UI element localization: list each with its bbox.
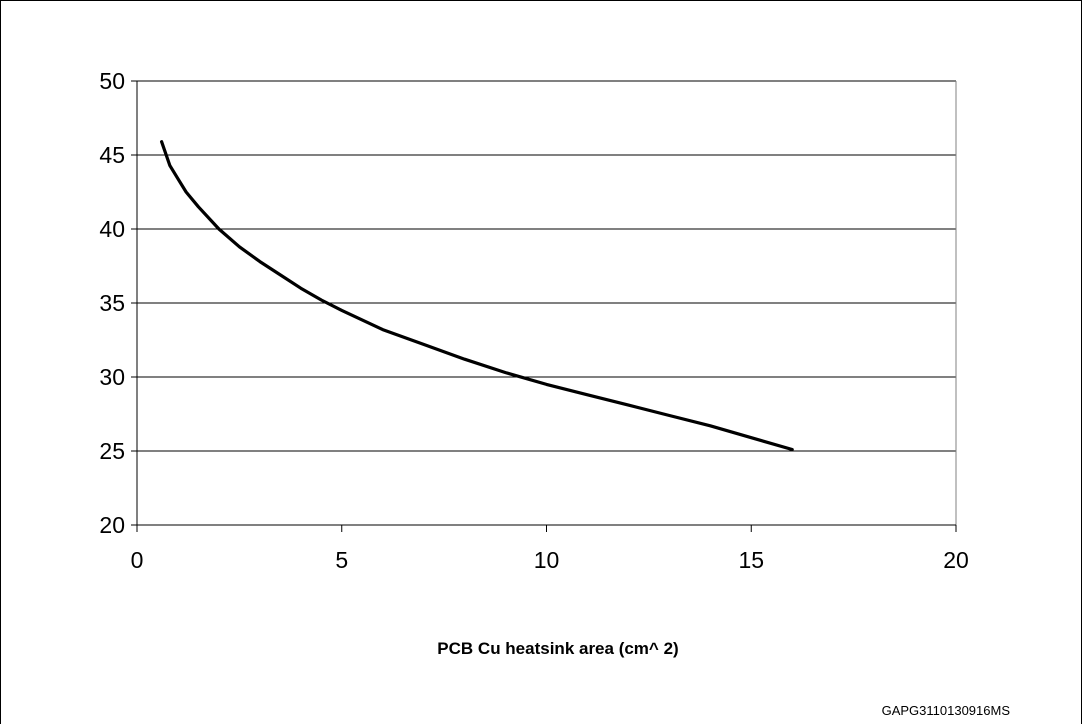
x-tick-label: 15: [738, 547, 764, 573]
y-tick-label: 35: [99, 290, 125, 316]
axes: [131, 80, 957, 532]
x-tick-label: 0: [131, 547, 144, 573]
gridlines: [137, 80, 956, 452]
x-axis-title: PCB Cu heatsink area (cm^ 2): [437, 639, 678, 658]
tick-labels: 20 25 30 35 40 45 50 0 5 10 15 20: [99, 68, 968, 573]
y-tick-label: 25: [99, 438, 125, 464]
series-layer: [160, 140, 794, 452]
y-tick-label: 40: [99, 216, 125, 242]
y-tick-label: 20: [99, 512, 125, 538]
y-tick-label: 45: [99, 142, 125, 168]
x-tick-label: 5: [335, 547, 348, 573]
y-tick-label: 50: [99, 68, 125, 94]
series-line-0: [160, 140, 794, 452]
x-tick-label: 10: [534, 547, 560, 573]
figure-code: GAPG3110130916MS: [882, 703, 1011, 718]
y-tick-label: 30: [99, 364, 125, 390]
x-tick-label: 20: [943, 547, 969, 573]
